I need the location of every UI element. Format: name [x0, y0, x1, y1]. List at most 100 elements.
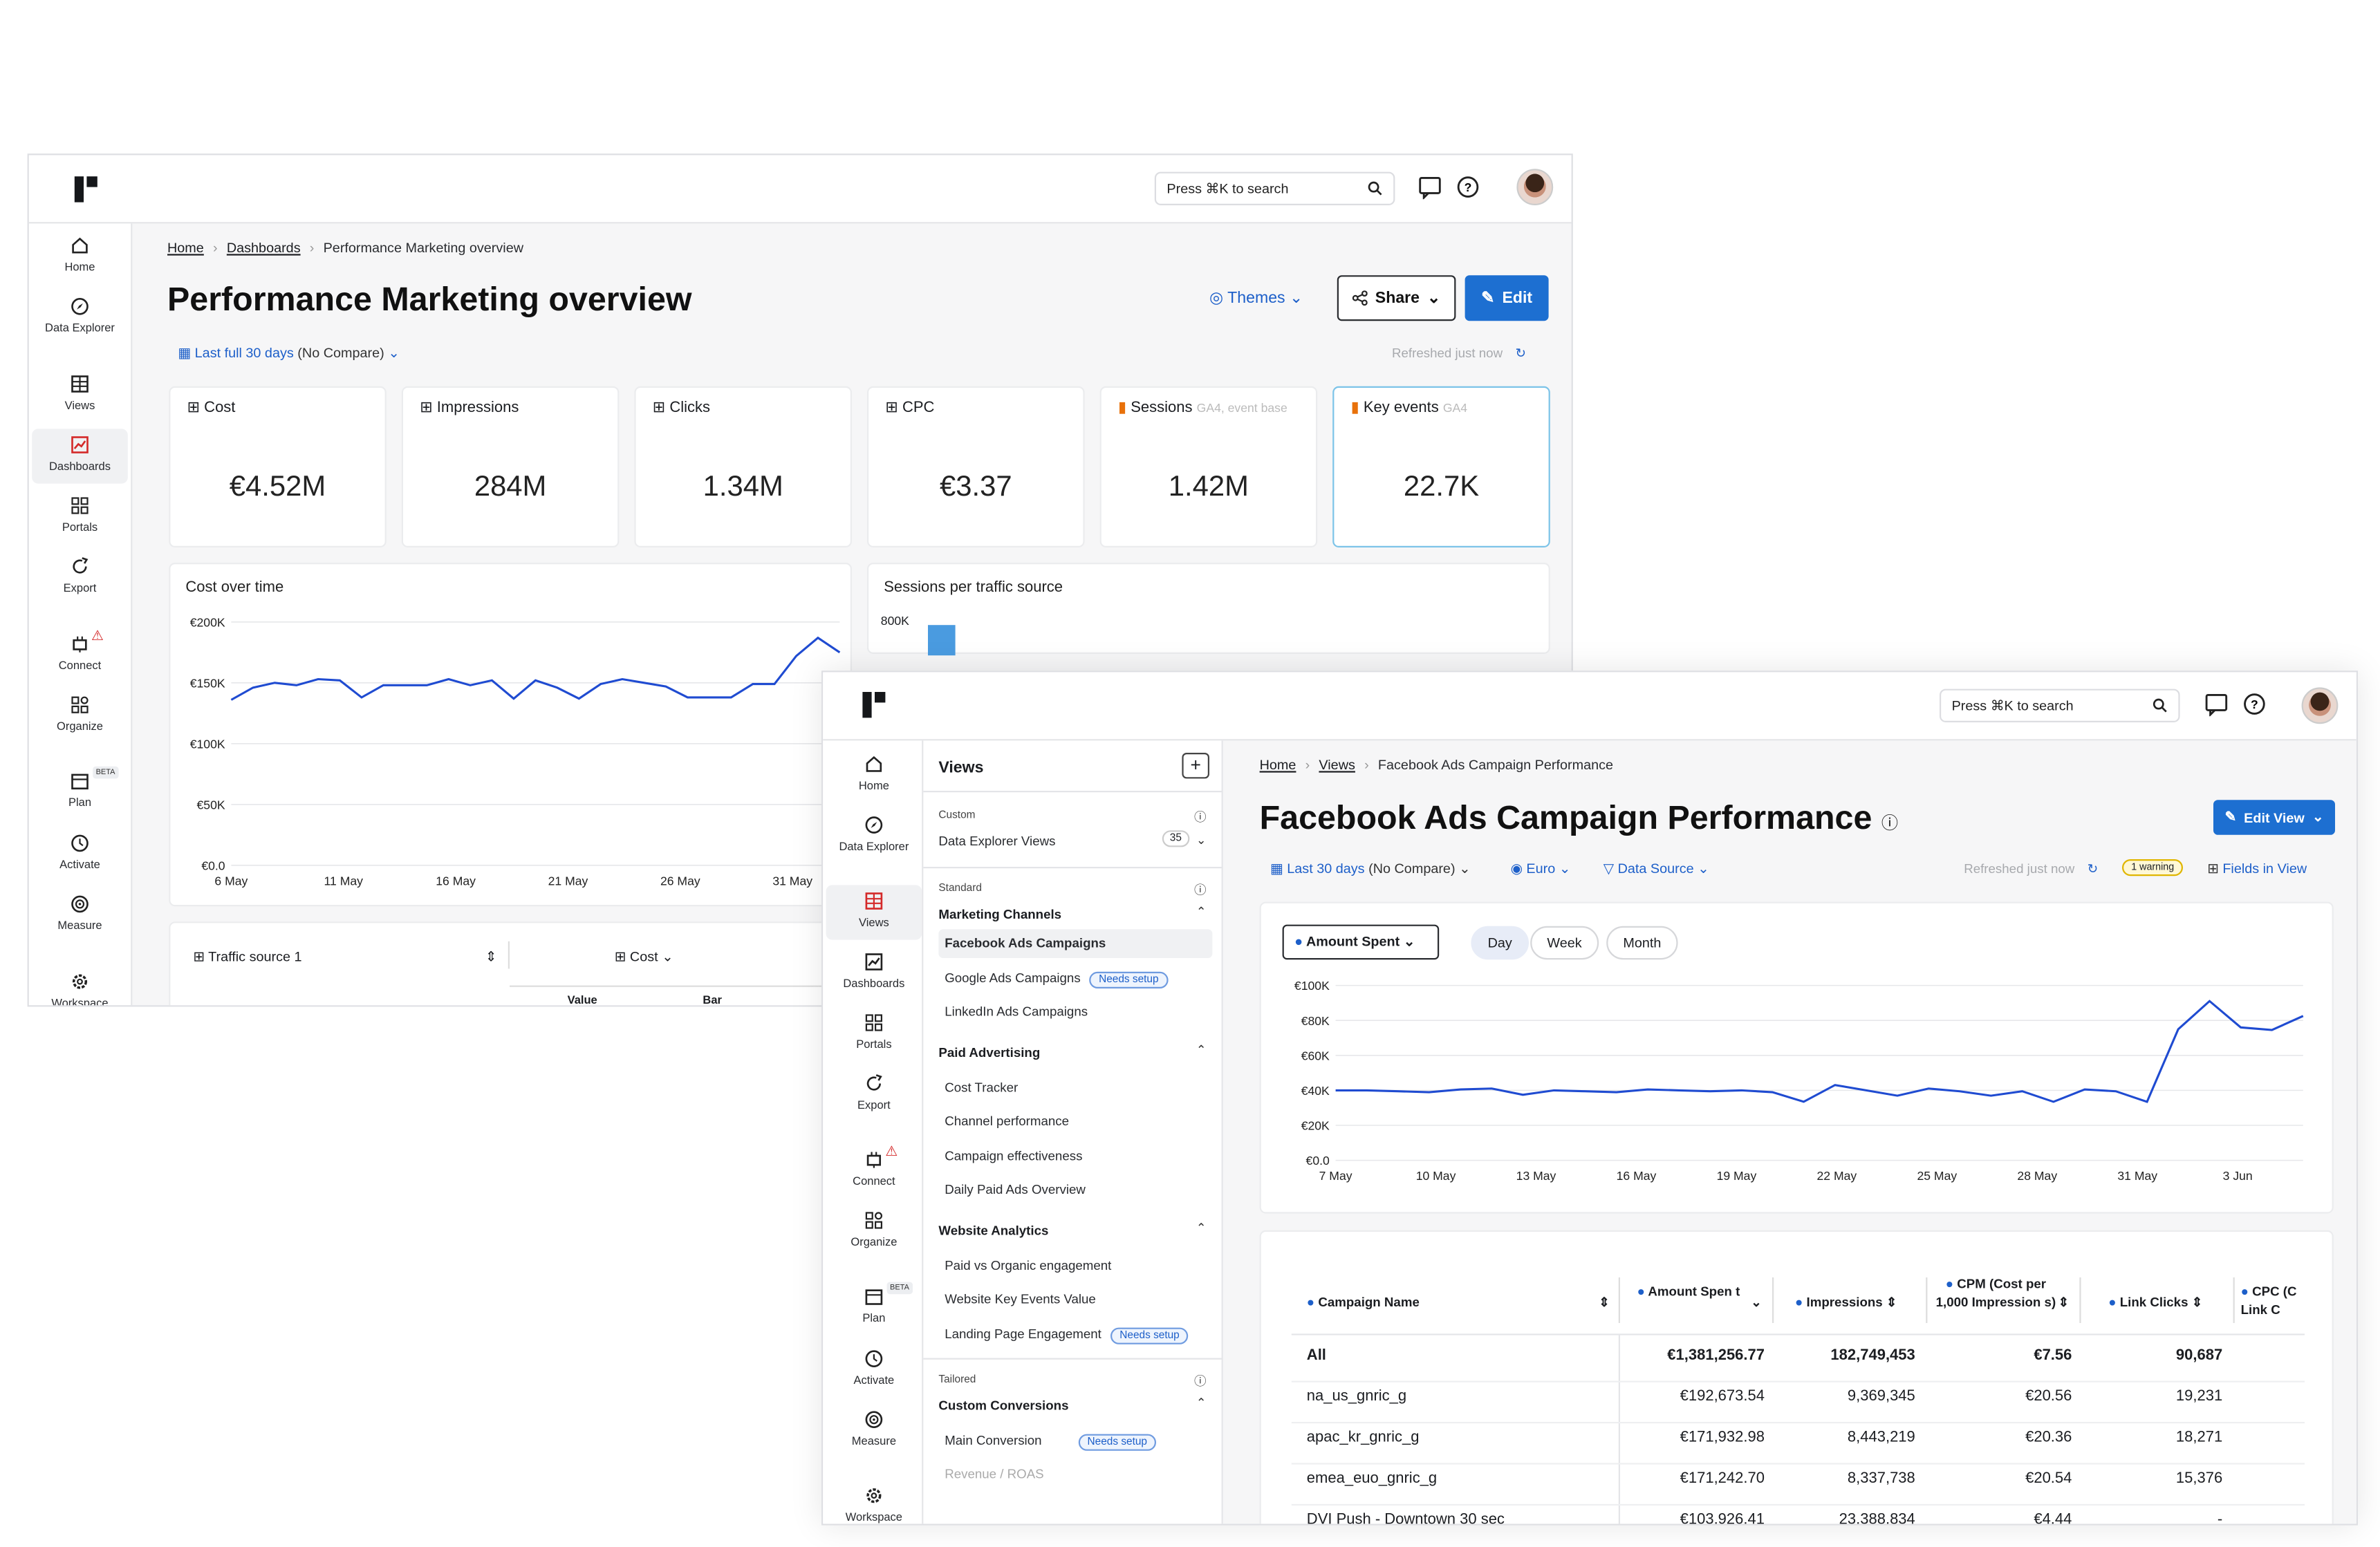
granularity-week[interactable]: Week — [1530, 926, 1599, 960]
nav-home[interactable]: Home — [826, 748, 922, 803]
nav-views[interactable]: Views — [32, 368, 128, 422]
view-item-facebook-ads[interactable]: Facebook Ads Campaigns — [945, 935, 1106, 950]
add-view-button[interactable]: + — [1182, 753, 1209, 779]
breadcrumb-home[interactable]: Home — [1259, 757, 1296, 773]
nav-export[interactable]: Export — [826, 1067, 922, 1122]
cost-chart[interactable]: €200K €150K €100K €50K €0.0 6 May 11 May 16 May… — [170, 564, 853, 908]
col-cpm[interactable]: ● CPM (Cost per 1,000 Impression s) — [1935, 1275, 2056, 1310]
section-data-explorer-views[interactable]: Data Explorer Views — [938, 833, 1056, 849]
nav-dashboards[interactable]: Dashboards — [32, 429, 128, 484]
view-item-google-ads[interactable]: Google Ads Campaigns Needs setup — [945, 971, 1168, 988]
help-icon[interactable]: ? — [1456, 175, 1480, 199]
amount-spent-chart[interactable]: €100K €80K €60K €40K €20K €0.07 May 10 May 13 M… — [1261, 903, 2335, 1215]
section-paid-advertising[interactable]: Paid Advertising — [938, 1044, 1041, 1060]
refresh-icon[interactable]: ↻ — [2087, 861, 2099, 876]
nav-organize[interactable]: Organize — [826, 1204, 922, 1259]
data-source-selector[interactable]: ▽ Data Source ⌄ — [1603, 861, 1709, 876]
currency-selector[interactable]: ◉ Euro ⌄ — [1510, 861, 1571, 876]
date-range-selector[interactable]: ▦ Last full 30 days (No Compare) ⌄ — [178, 345, 400, 361]
campaign-name-cell[interactable]: emea_euo_gnric_g — [1306, 1470, 1438, 1488]
nav-measure[interactable]: Measure — [32, 888, 128, 943]
view-item[interactable]: Daily Paid Ads Overview — [945, 1181, 1086, 1197]
nav-portals[interactable]: Portals — [32, 489, 128, 544]
warning-badge[interactable]: 1 warning — [2122, 859, 2184, 876]
nav-workspace[interactable]: Workspace — [826, 1480, 922, 1524]
view-item[interactable]: Paid vs Organic engagement — [945, 1257, 1112, 1273]
col-link-clicks[interactable]: ● Link Clicks ⇕ — [2108, 1294, 2203, 1310]
campaign-name-cell[interactable]: All — [1306, 1347, 1326, 1365]
view-item[interactable]: Campaign effectiveness — [945, 1148, 1083, 1163]
view-item[interactable]: Cost Tracker — [945, 1080, 1019, 1095]
chevron-down-icon[interactable]: ⌄ — [1751, 1294, 1762, 1310]
refresh-icon[interactable]: ↻ — [1515, 345, 1527, 361]
kpi-card-cost[interactable]: ⊞ Cost €4.52M — [169, 386, 387, 547]
chevron-up-icon[interactable]: ⌃ — [1196, 1043, 1207, 1057]
kpi-card-cpc[interactable]: ⊞ CPC €3.37 — [867, 386, 1085, 547]
campaign-name-cell[interactable]: apac_kr_gnric_g — [1306, 1429, 1420, 1447]
breadcrumb-home[interactable]: Home — [167, 240, 204, 256]
granularity-day[interactable]: Day — [1471, 926, 1530, 960]
sort-icon[interactable]: ⇕ — [2058, 1294, 2070, 1310]
nav-plan[interactable]: BETA Plan — [826, 1280, 922, 1335]
info-icon[interactable]: ⓘ — [1194, 883, 1207, 897]
nav-connect[interactable]: ⚠ Connect — [58, 628, 104, 673]
section-marketing-channels[interactable]: Marketing Channels — [938, 906, 1062, 922]
kpi-card-sessions[interactable]: ▮ Sessions GA4, event base 1.42M — [1099, 386, 1318, 547]
kpi-card-clicks[interactable]: ⊞ Clicks 1.34M — [634, 386, 852, 547]
campaign-name-cell[interactable]: na_us_gnric_g — [1306, 1388, 1407, 1405]
nav-workspace[interactable]: Workspace — [32, 966, 128, 1005]
dimension-header[interactable]: ⊞ Traffic source 1 — [193, 948, 302, 964]
view-item[interactable]: Revenue / ROAS — [945, 1465, 1044, 1481]
breadcrumb-views[interactable]: Views — [1319, 757, 1355, 773]
nav-activate[interactable]: Activate — [32, 827, 128, 882]
feedback-icon[interactable] — [2204, 692, 2229, 717]
col-campaign-name[interactable]: ● Campaign Name — [1306, 1294, 1420, 1310]
nav-data-explorer[interactable]: Data Explorer — [826, 809, 922, 863]
campaign-name-cell[interactable]: DVI Push - Downtown 30 sec — [1306, 1511, 1505, 1526]
nav-home[interactable]: Home — [32, 229, 128, 284]
view-item[interactable]: Landing Page Engagement Needs setup — [945, 1326, 1189, 1344]
col-amount-spent[interactable]: ● Amount Spen t — [1637, 1283, 1740, 1299]
section-website-analytics[interactable]: Website Analytics — [938, 1222, 1049, 1238]
nav-measure[interactable]: Measure — [826, 1404, 922, 1459]
edit-button[interactable]: ✎ Edit — [1465, 275, 1549, 321]
sessions-bar[interactable] — [928, 625, 956, 656]
share-button[interactable]: Share ⌄ — [1337, 275, 1456, 321]
info-icon[interactable]: ⓘ — [1194, 810, 1207, 825]
user-avatar[interactable] — [1516, 169, 1554, 205]
view-item[interactable]: Main Conversion Needs setup — [945, 1432, 1157, 1451]
nav-portals[interactable]: Portals — [826, 1006, 922, 1061]
view-item[interactable]: Channel performance — [945, 1113, 1070, 1129]
app-logo[interactable] — [858, 689, 891, 722]
help-icon[interactable]: ? — [2242, 692, 2267, 716]
granularity-month[interactable]: Month — [1606, 926, 1678, 960]
edit-view-button[interactable]: ✎ Edit View ⌄ — [2213, 800, 2335, 835]
nav-export[interactable]: Export — [32, 550, 128, 605]
feedback-icon[interactable] — [1417, 175, 1442, 200]
search-input[interactable]: Press ⌘K to search — [1154, 171, 1395, 205]
col-cpc[interactable]: ● CPC (C Link C — [2240, 1283, 2297, 1318]
kpi-card-key-events[interactable]: ▮ Key events GA4 22.7K — [1332, 386, 1550, 547]
app-logo[interactable] — [70, 174, 103, 207]
nav-plan[interactable]: BETA Plan — [32, 765, 128, 820]
col-impressions[interactable]: ● Impressions ⇕ — [1795, 1294, 1897, 1310]
nav-activate[interactable]: Activate — [826, 1343, 922, 1398]
chevron-up-icon[interactable]: ⌃ — [1196, 1396, 1207, 1410]
chevron-up-icon[interactable]: ⌃ — [1196, 1221, 1207, 1235]
kpi-card-impressions[interactable]: ⊞ Impressions 284M — [401, 386, 620, 547]
nav-connect[interactable]: ⚠ Connect — [853, 1143, 898, 1188]
date-range-selector[interactable]: ▦ Last 30 days (No Compare) ⌄ — [1270, 861, 1471, 876]
nav-data-explorer[interactable]: Data Explorer — [32, 290, 128, 345]
nav-dashboards[interactable]: Dashboards — [826, 946, 922, 1000]
metric-header[interactable]: ⊞ Cost ⌄ — [614, 948, 673, 964]
themes-button[interactable]: ◎ Themes ⌄ — [1209, 289, 1303, 308]
view-item[interactable]: Website Key Events Value — [945, 1291, 1096, 1306]
info-icon[interactable]: ⓘ — [1194, 1374, 1207, 1389]
sort-icon[interactable]: ⇕ — [1599, 1294, 1610, 1310]
section-custom-conversions[interactable]: Custom Conversions — [938, 1397, 1069, 1413]
metric-selector[interactable]: ● Amount Spent ⌄ — [1282, 924, 1440, 960]
user-avatar[interactable] — [2301, 687, 2339, 724]
chevron-up-icon[interactable]: ⌃ — [1196, 905, 1207, 919]
sort-icon[interactable]: ⇕ — [485, 948, 497, 964]
fields-in-view-button[interactable]: ⊞ Fields in View — [2207, 861, 2307, 876]
